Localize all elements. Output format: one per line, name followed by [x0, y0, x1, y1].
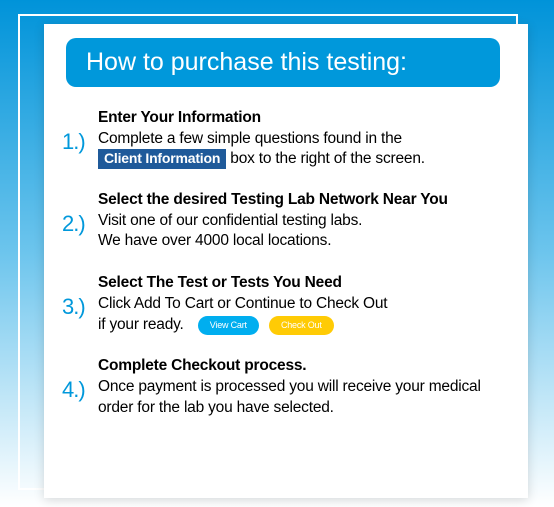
- text-line: We have over 4000 local locations.: [98, 232, 331, 249]
- step-1: 1.) Enter Your Information Complete a fe…: [62, 109, 502, 169]
- step-text: Click Add To Cart or Continue to Check O…: [98, 294, 502, 336]
- check-out-button[interactable]: Check Out: [269, 316, 334, 336]
- step-number: 4.): [62, 357, 98, 403]
- instruction-card: How to purchase this testing: 1.) Enter …: [44, 24, 528, 498]
- step-text: Once payment is processed you will recei…: [98, 377, 502, 417]
- text-line: if your ready.: [98, 316, 184, 333]
- client-information-label: Client Information: [98, 149, 226, 168]
- step-heading: Complete Checkout process.: [98, 357, 502, 375]
- step-3: 3.) Select The Test or Tests You Need Cl…: [62, 274, 502, 336]
- text-part: Complete a few simple questions found in…: [98, 130, 402, 147]
- view-cart-button[interactable]: View Cart: [198, 316, 259, 336]
- pill-row: View Cart Check Out: [198, 314, 340, 336]
- step-4: 4.) Complete Checkout process. Once paym…: [62, 357, 502, 417]
- title-bar: How to purchase this testing:: [66, 38, 500, 87]
- text-part: box to the right of the screen.: [226, 150, 425, 167]
- step-number: 3.): [62, 274, 98, 320]
- step-2: 2.) Select the desired Testing Lab Netwo…: [62, 191, 502, 251]
- step-heading: Enter Your Information: [98, 109, 502, 127]
- step-text: Complete a few simple questions found in…: [98, 129, 502, 169]
- step-heading: Select the desired Testing Lab Network N…: [98, 191, 502, 209]
- text-line: Visit one of our confidential testing la…: [98, 212, 362, 229]
- text-line: Click Add To Cart or Continue to Check O…: [98, 295, 387, 312]
- step-number: 1.): [62, 109, 98, 155]
- step-heading: Select The Test or Tests You Need: [98, 274, 502, 292]
- step-list: 1.) Enter Your Information Complete a fe…: [62, 109, 502, 418]
- step-number: 2.): [62, 191, 98, 237]
- step-text: Visit one of our confidential testing la…: [98, 211, 502, 251]
